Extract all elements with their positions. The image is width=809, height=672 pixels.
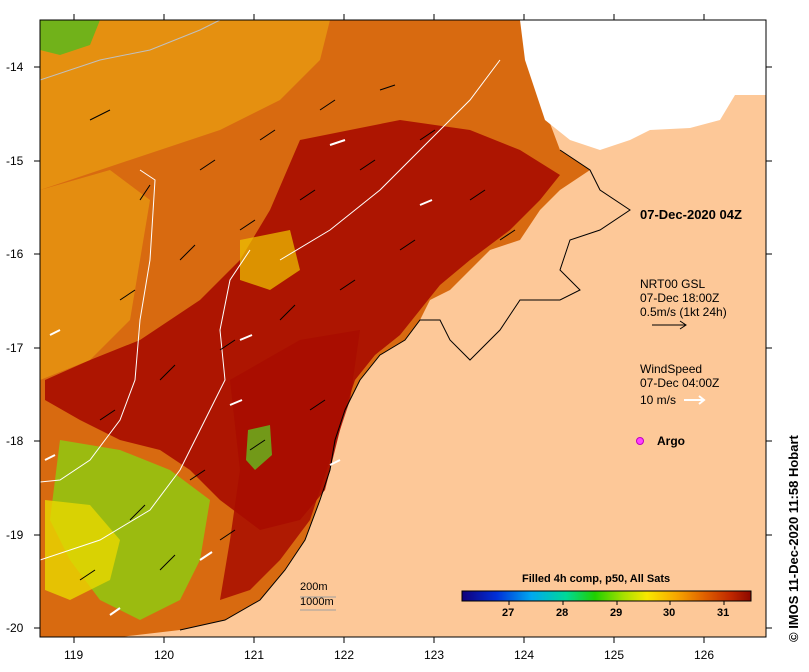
wind-legend-arrow	[684, 395, 706, 405]
colorbar-label: 30	[663, 607, 676, 619]
colorbar-label: 29	[610, 607, 623, 619]
lon-tick-label: 124	[514, 648, 535, 662]
wind-legend-line: WindSpeed	[640, 362, 703, 376]
map-title: 07-Dec-2020 04Z	[640, 207, 742, 222]
scale-label-1000m: 1000m	[300, 596, 334, 608]
sst-hot-coast	[220, 330, 360, 600]
current-legend-line: 07-Dec 18:00Z	[640, 291, 720, 305]
colorbar-label: 28	[556, 607, 569, 619]
sst-yellow-patch	[45, 500, 120, 600]
lat-tick-label: -16	[6, 247, 24, 261]
lat-tick-label: -17	[6, 341, 24, 355]
colorbar-label: 31	[717, 607, 730, 619]
contour-200m	[40, 169, 156, 483]
lon-tick-label: 122	[334, 648, 355, 662]
scale-label-200m: 200m	[300, 581, 328, 593]
lat-tick-label: -18	[6, 434, 24, 448]
contour-1000m	[40, 249, 251, 561]
lat-tick-label: -15	[6, 154, 24, 168]
cloud-mask	[520, 20, 766, 150]
sst-cool-patch-3	[246, 425, 272, 470]
coastline	[179, 149, 631, 631]
lon-tick-label: 119	[64, 648, 84, 662]
lat-tick-label: -20	[6, 621, 24, 635]
colorbar-label: 27	[502, 607, 515, 619]
colorbar-title: Filled 4h comp, p50, All Sats	[522, 573, 671, 585]
colorbar-ticks	[508, 601, 725, 605]
lat-tick-label: -14	[6, 60, 24, 74]
sst-mid-patch-2	[40, 170, 150, 380]
credit-text: © IMOS 11-Dec-2020 11:58 Hobart	[786, 435, 801, 642]
wind-arrows	[44, 139, 433, 616]
sst-cool-patch-2	[40, 20, 100, 55]
current-legend-line: 0.5m/s (1kt 24h)	[640, 305, 727, 319]
wind-legend-line: 07-Dec 04:00Z	[640, 376, 720, 390]
current-legend-line: NRT00 GSL	[640, 277, 706, 291]
argo-label: Argo	[657, 434, 685, 448]
current-legend-arrow	[652, 320, 687, 330]
sst-yellow-patch-2	[240, 230, 300, 290]
lat-tick-label: -19	[6, 528, 24, 542]
contour-coastal	[279, 59, 501, 261]
lon-tick-label: 126	[694, 648, 715, 662]
wind-legend-speed: 10 m/s	[640, 393, 677, 407]
sst-hot-band	[45, 120, 560, 530]
current-arrows	[79, 84, 516, 581]
lon-tick-label: 120	[154, 648, 175, 662]
lon-tick-label: 123	[424, 648, 445, 662]
lon-tick-label: 121	[244, 648, 265, 662]
plot-frame	[39, 19, 767, 638]
lon-tick-label: 125	[604, 648, 625, 662]
colorbar	[461, 590, 752, 602]
sst-mid-patch	[40, 20, 330, 190]
axis-ticks	[34, 14, 772, 643]
contour-shelf	[40, 20, 221, 81]
argo-marker-icon	[636, 437, 644, 445]
